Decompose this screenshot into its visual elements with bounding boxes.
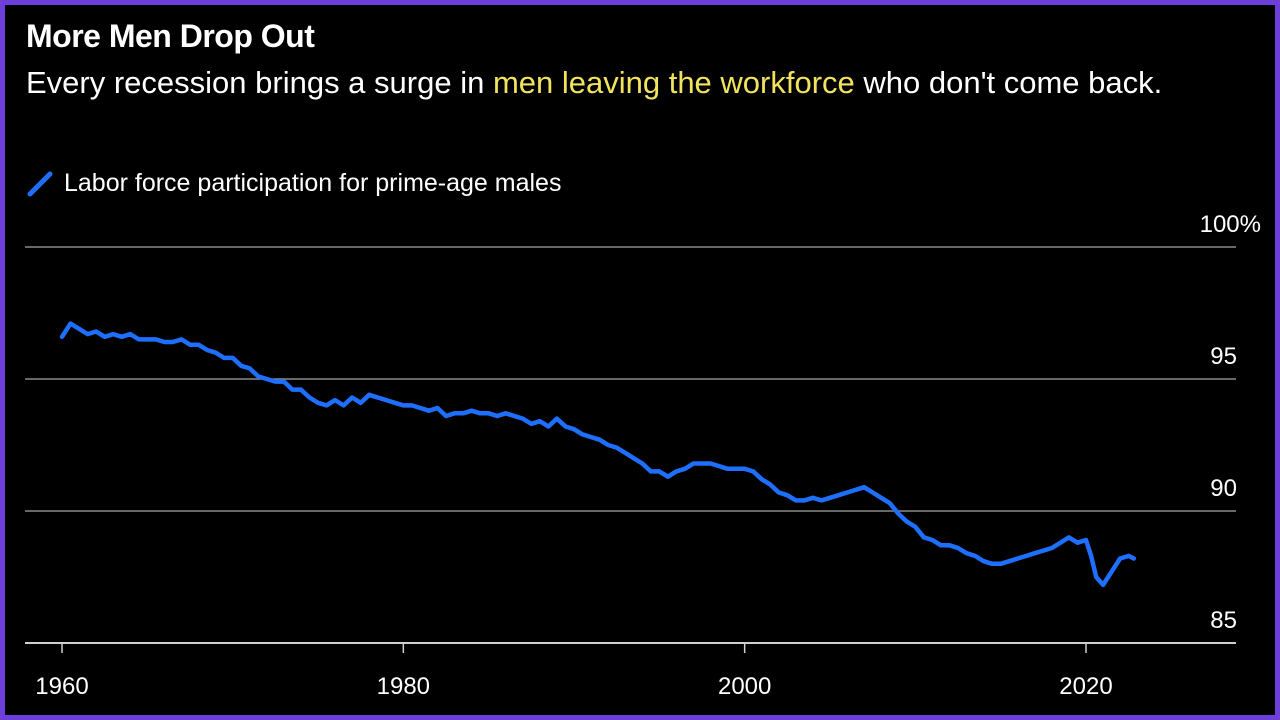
y-axis-ticks: 85 90 95 100% (1200, 211, 1261, 634)
x-tick-label: 2000 (718, 673, 771, 700)
x-tick-label: 2020 (1059, 673, 1112, 700)
legend-line-icon (27, 171, 53, 197)
y-tick-label: 85 (1210, 607, 1237, 634)
y-tick-label: 100% (1200, 211, 1261, 238)
legend-label: Labor force participation for prime-age … (64, 168, 562, 197)
chart-title: More Men Drop Out (26, 18, 315, 54)
subtitle-highlight: men leaving the workforce (492, 65, 855, 100)
series-group (59, 321, 1137, 588)
gridlines (25, 246, 1236, 644)
x-tick-label: 1960 (35, 673, 88, 700)
subtitle-text-after: who don't come back. (854, 65, 1163, 100)
x-axis-ticks: 1960 1980 2000 2020 (35, 643, 1113, 700)
subtitle-text-before: Every recession brings a surge in (26, 65, 493, 100)
x-tick-label: 1980 (377, 673, 430, 700)
chart-subtitle: Every recession brings a surge in men le… (26, 62, 1256, 104)
series-line-0 (59, 321, 1137, 588)
legend-swatch-stroke (27, 171, 53, 197)
y-tick-label: 95 (1210, 343, 1237, 370)
y-tick-label: 90 (1210, 475, 1237, 502)
legend: Labor force participation for prime-age … (26, 168, 561, 198)
